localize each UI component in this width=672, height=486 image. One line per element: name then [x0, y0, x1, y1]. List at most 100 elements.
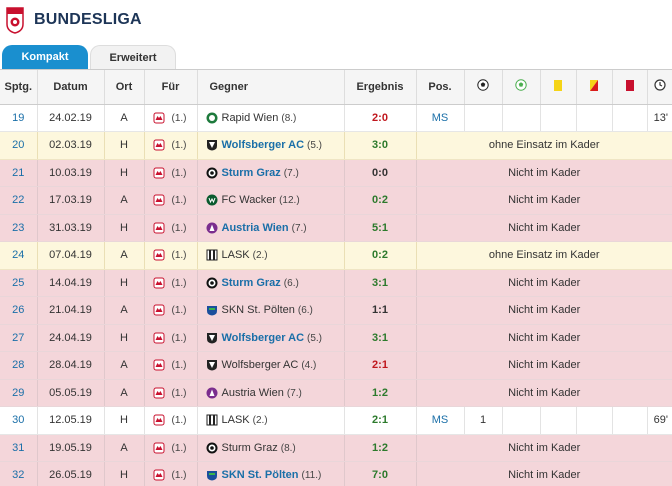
- wac-crest-icon: [206, 359, 218, 371]
- opponent-name[interactable]: Sturm Graz: [221, 441, 278, 454]
- opponent[interactable]: Sturm Graz (7.): [197, 159, 345, 187]
- match-result[interactable]: 1:2: [344, 434, 417, 462]
- opponent-name[interactable]: Austria Wien: [221, 221, 289, 234]
- match-result[interactable]: 5:1: [344, 214, 417, 242]
- opponent-name[interactable]: SKN St. Pölten: [221, 469, 299, 482]
- match-result[interactable]: 1:1: [344, 296, 417, 325]
- position[interactable]: MS: [416, 406, 465, 435]
- yellow-red-cards: [576, 406, 613, 435]
- for-team[interactable]: (1.): [144, 379, 198, 407]
- match-result[interactable]: 0:0: [344, 159, 417, 187]
- position[interactable]: MS: [416, 104, 465, 132]
- tab-erweitert[interactable]: Erweitert: [90, 45, 176, 69]
- opponent-name[interactable]: Sturm Graz: [221, 276, 281, 289]
- for-team[interactable]: (1.): [144, 324, 198, 352]
- opponent[interactable]: Austria Wien (7.): [197, 214, 345, 242]
- opponent[interactable]: Wolfsberger AC (4.): [197, 351, 345, 380]
- opponent-name[interactable]: SKN St. Pölten: [221, 304, 295, 317]
- opponent[interactable]: Austria Wien (7.): [197, 379, 345, 407]
- tab-kompakt[interactable]: Kompakt: [2, 45, 88, 69]
- col-yellow[interactable]: [540, 70, 577, 105]
- col-goals[interactable]: [464, 70, 503, 105]
- opponent-name[interactable]: Wolfsberger AC: [221, 139, 305, 152]
- col-red[interactable]: [612, 70, 648, 105]
- col-ort[interactable]: Ort: [104, 70, 145, 105]
- match-result[interactable]: 3:1: [344, 269, 417, 297]
- yellow-cards: [540, 104, 577, 132]
- match-result[interactable]: 0:2: [344, 241, 417, 270]
- opponent-name[interactable]: FC Wacker: [221, 194, 277, 207]
- for-team-rank: (1.): [171, 332, 187, 344]
- for-team[interactable]: (1.): [144, 434, 198, 462]
- col-fuer[interactable]: Für: [144, 70, 198, 105]
- opponent[interactable]: Sturm Graz (6.): [197, 269, 345, 297]
- for-team[interactable]: (1.): [144, 351, 198, 380]
- for-team[interactable]: (1.): [144, 296, 198, 325]
- col-minutes[interactable]: [647, 70, 672, 105]
- opponent[interactable]: SKN St. Pölten (6.): [197, 296, 345, 325]
- match-result[interactable]: 7:0: [344, 461, 417, 486]
- opponent[interactable]: Sturm Graz (8.): [197, 434, 345, 462]
- opponent-name[interactable]: Wolfsberger AC: [221, 331, 305, 344]
- opponent[interactable]: SKN St. Pölten (11.): [197, 461, 345, 486]
- col-sptg[interactable]: Sptg.: [0, 70, 38, 105]
- for-team[interactable]: (1.): [144, 131, 198, 160]
- matchday-link[interactable]: 21: [0, 159, 38, 187]
- match-result[interactable]: 0:2: [344, 186, 417, 215]
- opponent-name[interactable]: Sturm Graz: [221, 166, 281, 179]
- for-team[interactable]: (1.): [144, 461, 198, 486]
- match-result[interactable]: 2:1: [344, 406, 417, 435]
- for-team-rank: (1.): [171, 387, 187, 399]
- for-team[interactable]: (1.): [144, 214, 198, 242]
- col-ergebnis[interactable]: Ergebnis: [344, 70, 417, 105]
- matchday-link[interactable]: 31: [0, 434, 38, 462]
- opponent-name[interactable]: LASK: [221, 414, 250, 427]
- opponent[interactable]: Wolfsberger AC (5.): [197, 131, 345, 160]
- match-result[interactable]: 3:0: [344, 131, 417, 160]
- opponent[interactable]: LASK (2.): [197, 241, 345, 270]
- for-team-rank: (1.): [171, 470, 187, 482]
- matchday-link[interactable]: 28: [0, 351, 38, 380]
- match-result[interactable]: 2:1: [344, 351, 417, 380]
- squad-status: Nicht im Kader: [416, 461, 672, 486]
- for-team[interactable]: (1.): [144, 186, 198, 215]
- matchday-link[interactable]: 24: [0, 241, 38, 270]
- match-result[interactable]: 2:0: [344, 104, 417, 132]
- for-team[interactable]: (1.): [144, 159, 198, 187]
- opponent-rank: (11.): [301, 470, 322, 482]
- col-gegner[interactable]: Gegner: [197, 70, 345, 105]
- col-assists[interactable]: [502, 70, 541, 105]
- matchday-link[interactable]: 22: [0, 186, 38, 215]
- opponent-name[interactable]: Rapid Wien: [221, 111, 279, 124]
- matchday-link[interactable]: 23: [0, 214, 38, 242]
- for-team[interactable]: (1.): [144, 104, 198, 132]
- opponent[interactable]: Wolfsberger AC (5.): [197, 324, 345, 352]
- opponent[interactable]: LASK (2.): [197, 406, 345, 435]
- matchday-link[interactable]: 30: [0, 406, 38, 435]
- opponent-name[interactable]: LASK: [221, 249, 250, 262]
- opponent-name[interactable]: Wolfsberger AC: [221, 359, 299, 372]
- opponent[interactable]: Rapid Wien (8.): [197, 104, 345, 132]
- opponent[interactable]: FC Wacker (12.): [197, 186, 345, 215]
- for-team[interactable]: (1.): [144, 269, 198, 297]
- sturm-crest-icon: [206, 167, 218, 179]
- match-result[interactable]: 3:1: [344, 324, 417, 352]
- matchday-link[interactable]: 32: [0, 461, 38, 486]
- matchday-link[interactable]: 25: [0, 269, 38, 297]
- venue: A: [104, 186, 145, 215]
- col-pos[interactable]: Pos.: [416, 70, 465, 105]
- for-team[interactable]: (1.): [144, 241, 198, 270]
- matchday-link[interactable]: 26: [0, 296, 38, 325]
- matchday-link[interactable]: 20: [0, 131, 38, 160]
- matchday-link[interactable]: 27: [0, 324, 38, 352]
- col-datum[interactable]: Datum: [37, 70, 105, 105]
- opponent-name[interactable]: Austria Wien: [221, 386, 284, 399]
- col-yellow-red[interactable]: [576, 70, 613, 105]
- match-date: 21.04.19: [37, 296, 105, 325]
- red-bull-salzburg-crest-icon: [153, 469, 165, 481]
- match-result[interactable]: 1:2: [344, 379, 417, 407]
- matchday-link[interactable]: 19: [0, 104, 38, 132]
- match-date: 31.03.19: [37, 214, 105, 242]
- matchday-link[interactable]: 29: [0, 379, 38, 407]
- for-team[interactable]: (1.): [144, 406, 198, 435]
